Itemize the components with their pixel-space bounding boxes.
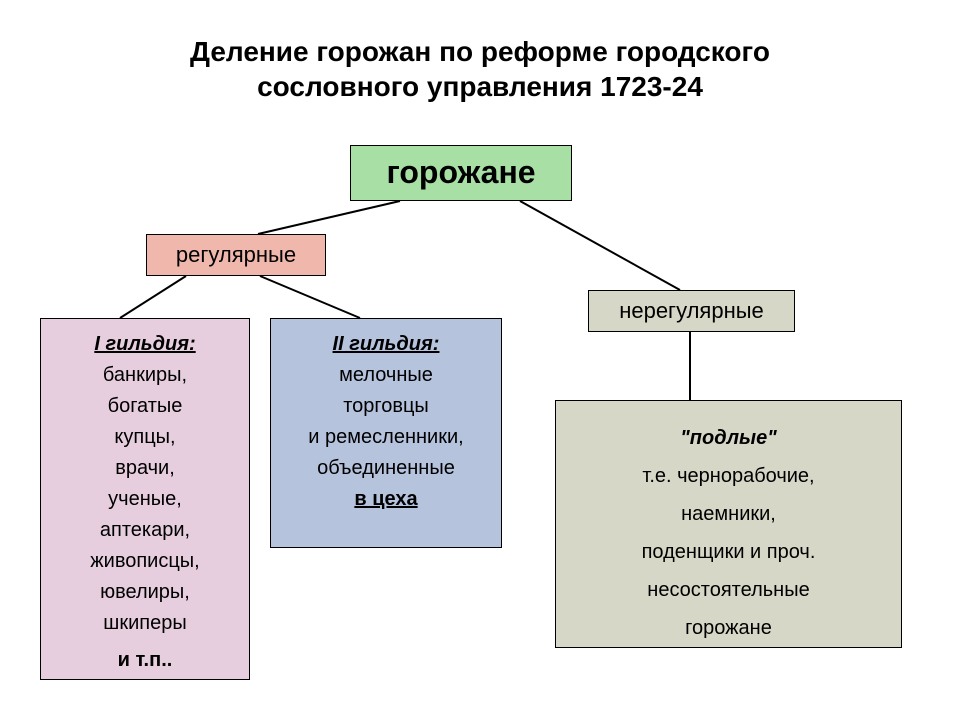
podlye-line: наемники, — [556, 495, 901, 533]
guild1-line: живописцы, — [41, 546, 249, 577]
guild2-line: торговцы — [271, 391, 501, 422]
guild2-line: объединенные — [271, 453, 501, 484]
diagram-title: Деление горожан по реформе городского со… — [80, 34, 880, 104]
node-irregular: нерегулярные — [588, 290, 795, 332]
node-podlye: "подлые"т.е. чернорабочие,наемники,поден… — [555, 400, 902, 648]
guild1-line: аптекари, — [41, 515, 249, 546]
guild1-line: врачи, — [41, 453, 249, 484]
guild1-line: ученые, — [41, 484, 249, 515]
guild1-line: купцы, — [41, 422, 249, 453]
guild1-line: ювелиры, — [41, 577, 249, 608]
node-regular: регулярные — [146, 234, 326, 276]
podlye-header: "подлые" — [556, 419, 901, 457]
guild2-line: и ремесленники, — [271, 422, 501, 453]
title-line2: сословного управления 1723-24 — [257, 71, 703, 102]
node-irregular-label: нерегулярные — [589, 293, 794, 330]
node-guild-1: I гильдия:банкиры,богатыекупцы,врачи,уче… — [40, 318, 250, 680]
podlye-line: несостоятельные — [556, 571, 901, 609]
podlye-line: горожане — [556, 609, 901, 647]
guild2-line: мелочные — [271, 360, 501, 391]
podlye-line: поденщики и проч. — [556, 533, 901, 571]
guild1-line: банкиры, — [41, 360, 249, 391]
node-citizens-label: горожане — [351, 148, 571, 198]
guild1-header: I гильдия: — [41, 329, 249, 360]
guild1-line: шкиперы — [41, 608, 249, 639]
diagram-stage: { "title": { "line1": "Деление горожан п… — [0, 0, 960, 720]
node-regular-label: регулярные — [147, 237, 325, 274]
node-citizens: горожане — [350, 145, 572, 201]
guild1-tail: и т.п.. — [41, 645, 249, 676]
node-guild-2: II гильдия:мелочныеторговцыи ремесленник… — [270, 318, 502, 548]
guild2-header: II гильдия: — [271, 329, 501, 360]
guild2-last: в цеха — [271, 484, 501, 515]
guild1-line: богатые — [41, 391, 249, 422]
podlye-line: т.е. чернорабочие, — [556, 457, 901, 495]
title-line1: Деление горожан по реформе городского — [190, 36, 770, 67]
